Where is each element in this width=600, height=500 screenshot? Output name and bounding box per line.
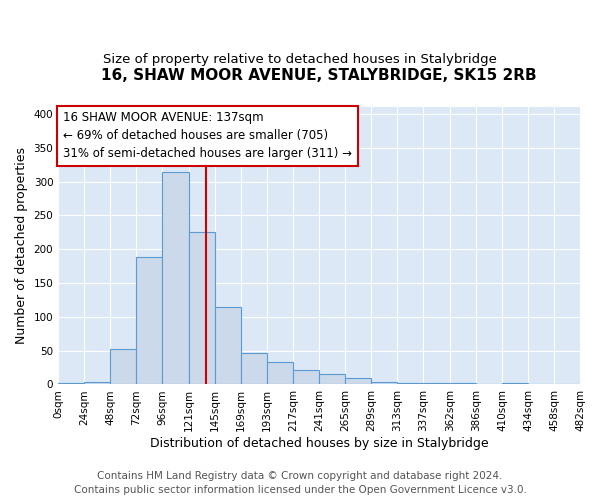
Bar [293,370,319,384]
Bar [502,383,528,384]
Bar [267,362,293,384]
Bar [58,383,84,384]
Bar [136,256,162,384]
Bar [162,172,189,384]
Bar [189,232,215,384]
Text: Contains HM Land Registry data © Crown copyright and database right 2024.
Contai: Contains HM Land Registry data © Crown c… [74,471,526,495]
Bar [241,354,267,384]
Bar [84,382,110,384]
Text: Size of property relative to detached houses in Stalybridge: Size of property relative to detached ho… [103,52,497,66]
Bar [423,383,450,384]
Bar [397,383,423,384]
Bar [345,378,371,384]
Bar [450,383,476,384]
Bar [215,308,241,384]
Bar [319,374,345,384]
Bar [371,382,397,384]
X-axis label: Distribution of detached houses by size in Stalybridge: Distribution of detached houses by size … [150,437,488,450]
Text: 16 SHAW MOOR AVENUE: 137sqm
← 69% of detached houses are smaller (705)
31% of se: 16 SHAW MOOR AVENUE: 137sqm ← 69% of det… [64,112,352,160]
Title: 16, SHAW MOOR AVENUE, STALYBRIDGE, SK15 2RB: 16, SHAW MOOR AVENUE, STALYBRIDGE, SK15 … [101,68,537,82]
Bar [110,348,136,384]
Y-axis label: Number of detached properties: Number of detached properties [15,148,28,344]
